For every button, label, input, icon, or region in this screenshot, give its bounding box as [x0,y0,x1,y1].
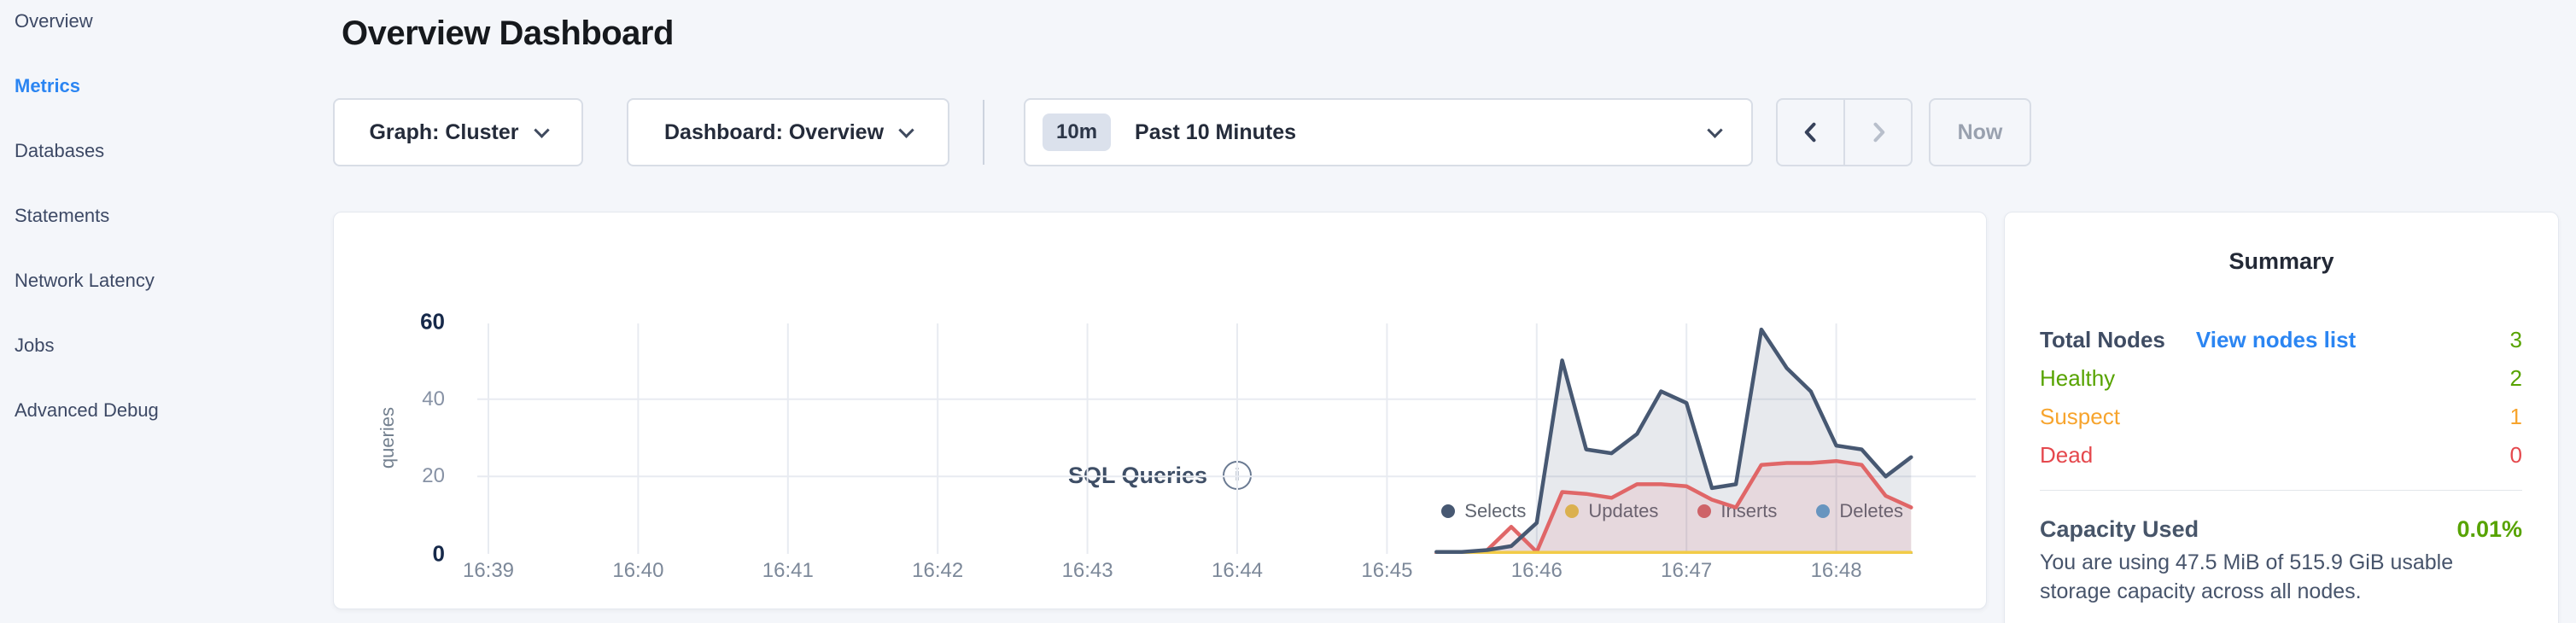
legend-dot-selects [1441,504,1456,518]
x-tick-16-42: 16:42 [912,559,964,582]
series-area-selects [1436,329,1912,554]
plot-area [477,322,1976,556]
summary-title: Summary [2228,247,2334,274]
dashboard-dropdown-label: Dashboard: Overview [663,119,885,144]
chevron-right-icon [1873,122,1884,143]
legend-label-deletes: Deletes [1839,500,1903,522]
page-title: Overview Dashboard [342,15,674,52]
x-tick-16-48: 16:48 [1810,559,1862,582]
status-row-healthy: Healthy 2 [2040,359,2522,398]
legend-label-selects: Selects [1464,500,1527,521]
y-tick-0: 0 [432,540,445,567]
sidebar-item-statements[interactable]: Statements [15,205,110,226]
legend-label-updates: Updates [1588,500,1658,522]
graph-scope-dropdown[interactable]: Graph: Cluster [333,98,583,166]
summary-panel: Summary Total Nodes View nodes list 3 He… [2004,212,2559,623]
now-button[interactable]: Now [1929,98,2031,166]
summary-rows: Total Nodes View nodes list 3 Healthy 2 Su… [2040,321,2522,475]
sql-queries-chart-card: SQL Queries i SelectsUpdatesInsertsDelet… [333,212,1987,609]
y-axis-unit: queries [377,322,399,554]
sidebar-item-jobs[interactable]: Jobs [15,335,55,356]
legend-dot-deletes [1816,504,1831,518]
sidebar-item-advanced-debug[interactable]: Advanced Debug [15,399,159,421]
sidebar-item-metrics[interactable]: Metrics [15,75,81,96]
sidebar-item-network-latency[interactable]: Network Latency [15,270,155,291]
chart-title: SQL Queries [1067,462,1208,488]
x-tick-16-41: 16:41 [762,559,814,582]
legend-item-selects[interactable]: Selects [1441,500,1526,522]
time-window-selector[interactable]: 10m Past 10 Minutes [1024,98,1753,166]
series-area-inserts [1436,461,1912,554]
sidebar: Overview Metrics Databases Statements Networ… [0,0,318,623]
capacity-used-value: 0.01% [2456,515,2522,542]
x-axis-labels: 16:39 16:40 16:41 16:42 16:43 16:44 16:45 16:46… [463,559,1976,585]
y-tick-40: 40 [422,387,445,410]
sql-queries-plot [477,323,1976,556]
next-time-window-button[interactable] [1843,100,1911,165]
time-window-badge: 10m [1043,114,1112,151]
total-nodes-row: Total Nodes View nodes list 3 [2040,321,2522,359]
series-line-inserts [1434,458,1913,556]
status-row-dead: Dead 0 [2040,436,2522,475]
x-tick-16-40: 16:40 [612,559,664,582]
status-value-suspect: 1 [2509,404,2522,429]
status-label-dead: Dead [2040,442,2094,468]
series-line-selects [1434,327,1913,554]
capacity-used-row: Capacity Used 0.01% [2040,510,2522,548]
y-tick-20: 20 [422,464,445,488]
chevron-left-icon [1804,122,1815,143]
x-tick-16-39: 16:39 [462,559,515,582]
x-tick-16-43: 16:43 [1061,559,1113,582]
dashboard-dropdown[interactable]: Dashboard: Overview [627,98,949,166]
previous-time-window-button[interactable] [1778,100,1843,165]
chevron-down-icon [1707,121,1723,138]
x-tick-16-45: 16:45 [1361,559,1413,582]
node-status-rows: Healthy 2 Suspect 1 Dead 0 [2040,359,2522,475]
sidebar-item-overview[interactable]: Overview [15,10,93,32]
status-label-suspect: Suspect [2040,404,2120,429]
sidebar-item-databases[interactable]: Databases [15,140,105,161]
chart-legend: SelectsUpdatesInsertsDeletes [1441,500,1903,522]
x-tick-16-46: 16:46 [1510,559,1563,582]
status-value-dead: 0 [2509,442,2522,468]
x-tick-16-44: 16:44 [1211,559,1264,582]
total-nodes-value: 3 [2509,327,2522,352]
now-button-label: Now [1957,119,2003,144]
legend-dot-updates [1565,504,1580,518]
summary-divider [2040,490,2522,491]
chevron-down-icon [533,121,550,138]
time-step-button-group [1776,98,1913,166]
y-tick-60: 60 [420,308,445,335]
controls-divider [983,100,984,165]
status-value-healthy: 2 [2509,365,2522,391]
status-row-suspect: Suspect 1 [2040,398,2522,436]
chevron-down-icon [898,121,914,138]
sidebar-nav-list: Overview Metrics Databases Statements Networ… [0,0,318,443]
legend-item-deletes[interactable]: Deletes [1816,500,1903,522]
time-window-label: Past 10 Minutes [1135,119,1296,144]
y-axis-labels: 60 40 20 0 [334,309,445,567]
y-axis-unit-label: queries [377,406,398,469]
status-label-healthy: Healthy [2040,365,2116,391]
view-nodes-list-link[interactable]: View nodes list [2195,327,2357,352]
capacity-used-label: Capacity Used [2040,515,2199,542]
x-tick-16-47: 16:47 [1661,559,1713,582]
graph-scope-dropdown-label: Graph: Cluster [369,119,519,144]
capacity-caption: You are using 47.5 MiB of 515.9 GiB usab… [2040,550,2454,603]
legend-dot-inserts [1697,504,1712,518]
legend-item-updates[interactable]: Updates [1565,500,1658,522]
total-nodes-label: Total Nodes [2040,327,2165,352]
